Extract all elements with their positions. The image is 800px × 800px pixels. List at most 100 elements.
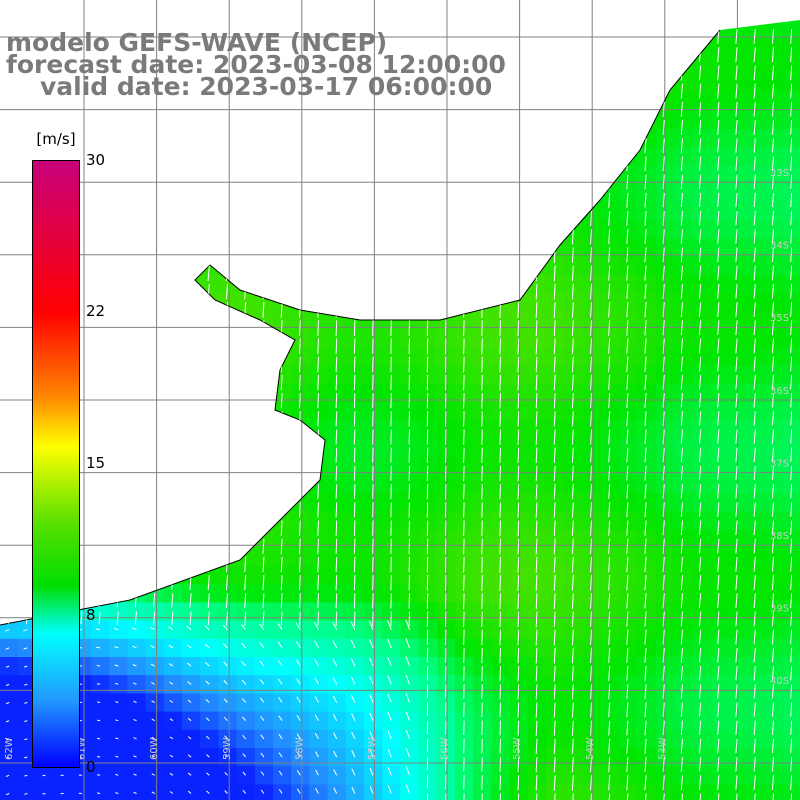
wind-arrow xyxy=(97,737,101,740)
wind-cell xyxy=(236,748,256,767)
wind-arrow xyxy=(535,738,538,754)
title-model: modelo GEFS-WAVE (NCEP) xyxy=(6,28,388,57)
wind-arrow xyxy=(372,229,374,245)
wind-arrow xyxy=(717,120,720,135)
wind-arrow xyxy=(790,556,793,572)
wind-cell xyxy=(527,165,547,185)
wind-arrow xyxy=(590,65,592,82)
wind-arrow xyxy=(134,192,137,208)
wind-arrow xyxy=(244,611,247,626)
wind-arrow xyxy=(735,429,738,444)
wind-arrow xyxy=(80,192,83,208)
wind-arrow xyxy=(590,156,592,172)
wind-arrow xyxy=(171,393,174,409)
wind-cell xyxy=(91,748,110,767)
wind-arrow xyxy=(553,411,556,427)
wind-arrow xyxy=(717,611,720,627)
wind-cell xyxy=(600,784,620,800)
wind-cell xyxy=(182,729,201,749)
wind-arrow xyxy=(717,775,720,790)
wind-arrow xyxy=(97,719,101,722)
wind-arrow xyxy=(225,465,228,481)
wind-arrow xyxy=(317,192,319,208)
wind-arrow xyxy=(662,229,665,244)
wind-arrow xyxy=(206,735,210,740)
wind-cell xyxy=(91,365,110,385)
wind-arrow xyxy=(608,502,611,518)
wind-arrow xyxy=(626,356,629,372)
wind-arrow xyxy=(517,666,520,682)
wind-arrow xyxy=(24,665,28,668)
wind-arrow xyxy=(353,320,356,336)
wind-arrow xyxy=(317,484,319,500)
wind-arrow xyxy=(717,465,720,481)
wind-arrow xyxy=(207,138,210,154)
wind-cell xyxy=(145,183,165,203)
wind-cell xyxy=(127,129,147,148)
wind-arrow xyxy=(571,629,574,646)
wind-arrow xyxy=(25,192,28,208)
wind-arrow xyxy=(735,484,738,499)
wind-cell xyxy=(236,256,256,276)
wind-cell xyxy=(218,347,238,367)
wind-cell xyxy=(418,784,438,800)
wind-arrow xyxy=(25,484,28,499)
wind-arrow xyxy=(463,302,465,318)
wind-cell xyxy=(400,147,420,167)
wind-arrow xyxy=(171,192,174,208)
wind-arrow xyxy=(517,192,520,209)
wind-arrow xyxy=(662,302,665,318)
wind-arrow xyxy=(590,538,592,555)
wind-cell xyxy=(327,274,347,294)
wind-arrow xyxy=(499,520,501,537)
wind-arrow xyxy=(7,192,10,208)
wind-arrow xyxy=(644,702,647,718)
wind-cell xyxy=(327,675,347,694)
wind-arrow xyxy=(168,663,174,667)
wind-arrow xyxy=(662,684,665,699)
wind-cell xyxy=(236,766,256,785)
wind-cell xyxy=(200,183,219,203)
wind-arrow xyxy=(153,556,156,572)
wind-arrow xyxy=(332,677,338,685)
wind-arrow xyxy=(481,629,483,646)
wind-arrow xyxy=(259,642,265,649)
wind-cell xyxy=(564,129,583,148)
wind-arrow xyxy=(662,320,665,336)
wind-arrow xyxy=(280,484,283,500)
wind-arrow xyxy=(463,556,465,573)
wind-arrow xyxy=(80,265,83,281)
wind-arrow xyxy=(134,575,137,590)
wind-arrow xyxy=(153,611,156,625)
wind-cell xyxy=(163,420,183,440)
wind-arrow xyxy=(133,791,137,794)
wind-arrow xyxy=(225,520,228,536)
wind-arrow xyxy=(189,520,192,536)
wind-arrow xyxy=(790,520,793,536)
colorbar xyxy=(32,160,80,768)
wind-cell xyxy=(327,784,347,800)
wind-arrow xyxy=(698,593,702,609)
wind-cell xyxy=(345,657,365,676)
wind-arrow xyxy=(680,593,683,609)
wind-arrow xyxy=(116,229,119,245)
wind-cell xyxy=(163,475,183,494)
wind-arrow xyxy=(790,374,793,390)
wind-arrow xyxy=(80,611,83,625)
wind-arrow xyxy=(790,283,793,299)
wind-arrow xyxy=(481,374,483,391)
wind-arrow xyxy=(662,647,665,663)
wind-arrow xyxy=(152,520,156,536)
wind-arrow xyxy=(372,138,374,154)
wind-arrow xyxy=(186,644,192,649)
wind-arrow xyxy=(553,47,556,64)
wind-cell xyxy=(254,329,274,349)
wind-arrow xyxy=(368,620,374,630)
wind-cell xyxy=(327,693,347,713)
wind-arrow xyxy=(353,556,356,573)
wind-arrow xyxy=(717,393,720,408)
wind-cell xyxy=(491,293,511,312)
wind-arrow xyxy=(317,411,319,427)
wind-cell xyxy=(163,347,183,367)
wind-arrow xyxy=(7,411,10,427)
